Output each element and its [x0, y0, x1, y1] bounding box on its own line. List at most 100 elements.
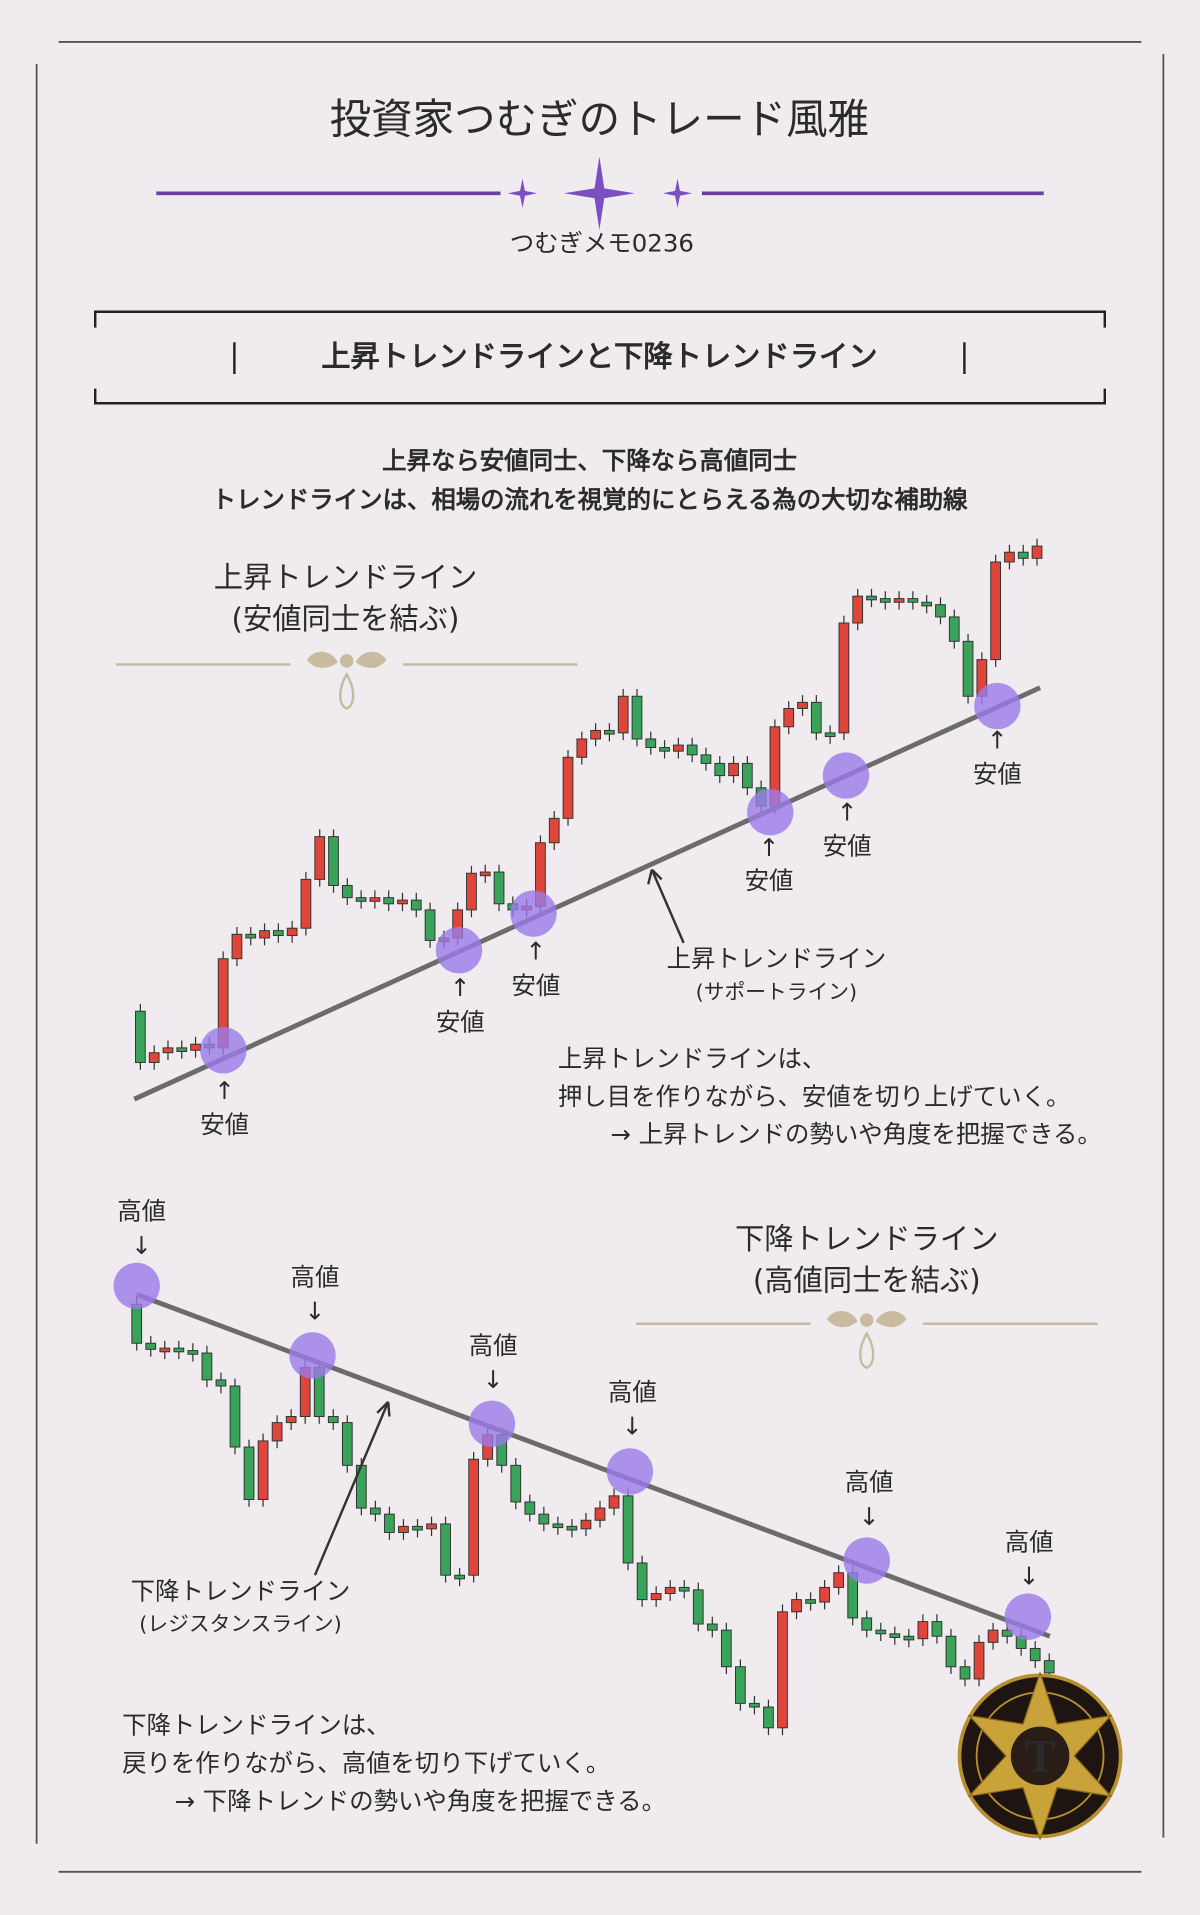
candle-body — [852, 595, 864, 624]
candle-body — [987, 1629, 999, 1643]
candle-body — [1031, 545, 1043, 559]
svg-text:↓: ↓ — [1019, 1562, 1039, 1591]
callout-label: 上昇トレンドライン — [667, 944, 887, 973]
high-label: 高値 — [291, 1263, 340, 1292]
heading-box — [93, 310, 1107, 405]
candle-body — [903, 1635, 915, 1641]
candle-body — [650, 1593, 662, 1601]
candle-body — [783, 707, 795, 728]
candle-body — [173, 1347, 185, 1353]
candle-body — [678, 1586, 690, 1592]
candle-body — [135, 1010, 146, 1063]
candle-body — [714, 762, 726, 777]
explanation: 押し目を作りながら、安値を切り上げていく。 — [558, 1082, 1071, 1111]
candle-body — [384, 1513, 395, 1533]
low-label: 安値 — [436, 1007, 485, 1036]
candle-body — [608, 1495, 620, 1509]
candle-body — [805, 1599, 816, 1604]
candle-body — [879, 598, 891, 603]
candle-body — [935, 604, 946, 618]
candle-body — [424, 909, 436, 941]
candle-body — [797, 701, 808, 709]
intro-line: 上昇なら安値同士、下降なら高値同士 — [382, 446, 797, 475]
candle-body — [159, 1347, 171, 1353]
section-heading: 上昇トレンドラインと下降トレンドライン — [321, 340, 877, 374]
candle-body — [1043, 1660, 1055, 1674]
candle-body — [777, 1611, 788, 1729]
candle-body — [959, 1666, 971, 1680]
candle-body — [286, 927, 298, 937]
uptrend-subtitle: (安値同士を結ぶ) — [232, 602, 460, 636]
downtrend-title: 下降トレンドライン — [735, 1222, 999, 1256]
candle-body — [580, 1519, 592, 1530]
candle-body — [271, 1422, 283, 1442]
high-label: 高値 — [117, 1197, 166, 1226]
candle-body — [1029, 1647, 1041, 1662]
low-label: 安値 — [745, 866, 794, 895]
candle-body — [145, 1342, 157, 1350]
candle-body — [631, 695, 643, 740]
candle-body — [594, 1507, 606, 1521]
candle-body — [917, 1621, 929, 1640]
candle-body — [552, 1523, 564, 1529]
svg-text:↑: ↑ — [759, 833, 779, 862]
candle-body — [664, 1586, 676, 1595]
title: 投資家つむぎのトレード風雅 — [330, 95, 870, 144]
candle-body — [810, 701, 822, 734]
memo-number: つむぎメモ0236 — [510, 229, 694, 258]
candle-body — [493, 871, 505, 905]
svg-text:↓: ↓ — [131, 1231, 151, 1260]
candle-body — [866, 595, 877, 601]
callout-sublabel: (レジスタンスライン) — [139, 1612, 342, 1636]
explanation: → 下降トレンドの勢いや角度を把握できる。 — [175, 1786, 666, 1815]
candle-body — [931, 1621, 943, 1637]
candle-body — [426, 1523, 437, 1530]
candle-body — [190, 1043, 201, 1051]
candle-body — [692, 1589, 704, 1625]
candle-body — [706, 1623, 718, 1631]
candle-body — [741, 762, 753, 789]
candle-body — [645, 738, 657, 749]
downtrend-subtitle: (高値同士を結ぶ) — [753, 1264, 981, 1298]
candle-body — [398, 1525, 409, 1533]
candle-body — [341, 1422, 353, 1466]
callout-arrow — [650, 869, 685, 944]
candle-body — [659, 747, 670, 752]
candle-body — [576, 738, 588, 758]
candle-body — [622, 1495, 634, 1564]
candle-body — [749, 1702, 760, 1708]
candle-body — [410, 899, 422, 911]
resistance-line — [135, 1292, 1051, 1639]
candle-body — [889, 1633, 901, 1638]
candle-body — [861, 1617, 873, 1631]
candle-body — [833, 1572, 845, 1588]
svg-text:↓: ↓ — [859, 1502, 879, 1531]
candle-body — [369, 897, 381, 902]
high-label: 高値 — [469, 1331, 518, 1360]
ornament — [636, 1311, 1098, 1369]
candle-body — [466, 872, 477, 911]
candle-body — [1017, 551, 1029, 559]
svg-text:↑: ↑ — [214, 1076, 234, 1105]
callout-sublabel: (サポートライン) — [696, 980, 857, 1004]
svg-text:↓: ↓ — [622, 1411, 642, 1440]
svg-text:↓: ↓ — [483, 1365, 503, 1394]
explanation: 下降トレンドラインは、 — [122, 1711, 390, 1740]
candle-body — [510, 1464, 522, 1503]
candle-body — [397, 899, 408, 905]
candle-body — [824, 732, 836, 738]
explanation: 上昇トレンドラインは、 — [558, 1044, 826, 1073]
high-labels: 高値 高値 高値 高値 高値 高値 — [117, 1197, 1053, 1557]
intro-line: トレンドラインは、相場の流れを視覚的にとらえる為の大切な補助線 — [212, 485, 968, 514]
candle-body — [686, 744, 698, 756]
low-label: 安値 — [973, 760, 1022, 789]
candle-body — [538, 1513, 550, 1525]
candle-body — [300, 878, 312, 929]
svg-text:↓: ↓ — [305, 1297, 325, 1326]
low-label: 安値 — [512, 971, 561, 1000]
candle-body — [838, 622, 850, 734]
candle-body — [700, 754, 712, 764]
candle-body — [229, 1385, 241, 1448]
